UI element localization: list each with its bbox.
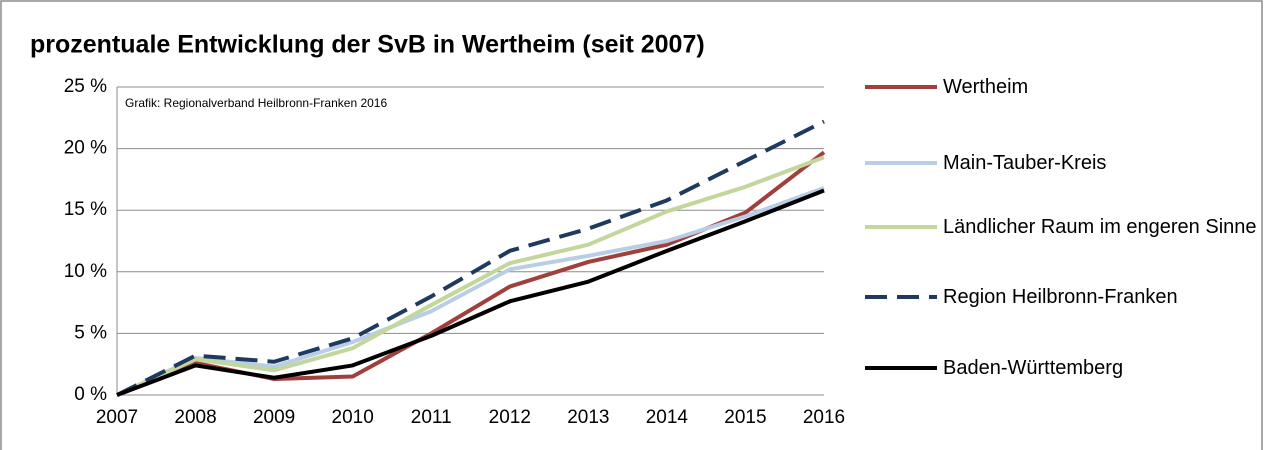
x-tick-label: 2012 [489, 407, 531, 428]
legend-label: Main-Tauber-Kreis [943, 151, 1107, 174]
series-line [116, 155, 825, 397]
legend-label: Ländlicher Raum im engeren Sinne [943, 215, 1257, 238]
legend-label: Baden-Württemberg [943, 356, 1124, 379]
x-tick-label: 2010 [332, 407, 374, 428]
annotation: Grafik: Regionalverband Heilbronn-Franke… [125, 96, 387, 110]
x-tick-label: 2015 [724, 407, 766, 428]
legend-label: Region Heilbronn-Franken [943, 285, 1178, 308]
y-tick-label: 10 % [64, 261, 107, 282]
x-tick-label: 2013 [567, 407, 609, 428]
chart-title: prozentuale Entwicklung der SvB in Werth… [30, 31, 705, 59]
series-line [116, 188, 825, 397]
y-tick-label: 5 % [74, 322, 107, 343]
y-tick-label: 15 % [64, 199, 107, 220]
series-line [116, 186, 825, 397]
x-tick-label: 2009 [253, 407, 295, 428]
legend-label: Wertheim [943, 75, 1029, 98]
x-tick-label: 2014 [646, 407, 689, 428]
y-tick-label: 20 % [64, 138, 107, 159]
x-tick-label: 2008 [174, 407, 216, 428]
x-tick-label: 2016 [803, 407, 845, 428]
x-tick-label: 2007 [96, 407, 138, 428]
x-tick-label: 2011 [411, 407, 452, 428]
y-tick-label: 0 % [74, 384, 107, 405]
y-tick-label: 25 % [64, 76, 107, 97]
